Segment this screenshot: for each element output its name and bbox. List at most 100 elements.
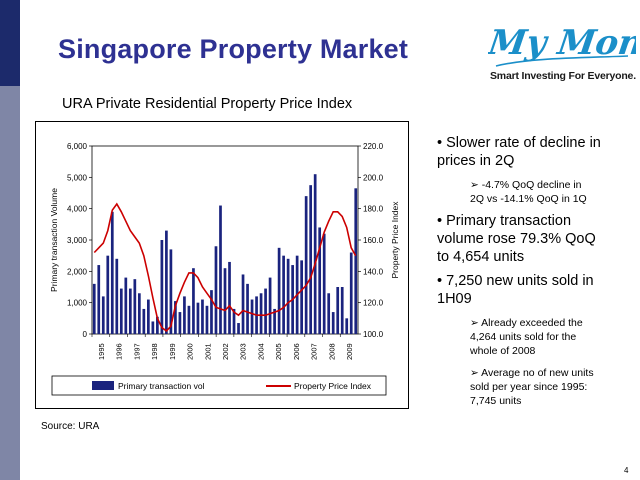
transaction-volume-bar: [318, 227, 322, 334]
transaction-volume-bar: [345, 318, 349, 334]
transaction-volume-bar: [304, 196, 308, 334]
sub-bullet-line: sold per year since 1995:: [470, 381, 588, 393]
x-tick-label: 1995: [97, 343, 106, 360]
transaction-volume-bar: [201, 299, 204, 334]
sub-bullet-line: 7,745 units: [470, 395, 522, 407]
transaction-volume-bar: [192, 268, 195, 334]
slide-title: Singapore Property Market: [58, 34, 409, 64]
transaction-volume-bar: [241, 274, 245, 334]
bullet-line: to 4,654 units: [437, 249, 525, 265]
transaction-volume-bar: [228, 261, 231, 334]
transaction-volume-bar: [354, 188, 358, 334]
bullet-line: • Primary transaction: [437, 213, 572, 229]
transaction-volume-bar: [264, 288, 267, 334]
legend-bar-swatch: [92, 381, 114, 390]
y-right-tick-label: 160.0: [363, 236, 384, 245]
bullet-list: • Slower rate of decline in prices in 2Q ➢…: [437, 134, 637, 414]
transaction-volume-bar: [156, 316, 159, 334]
x-tick-label: 2003: [239, 343, 248, 360]
x-tick-label: 1997: [132, 343, 141, 360]
bullet-line: prices in 2Q: [437, 153, 515, 169]
x-tick-label: 2000: [186, 343, 195, 360]
sub-bullet-item: ➢ -4.7% QoQ decline in 2Q vs -14.1% QoQ i…: [437, 178, 637, 206]
y-left-tick-label: 1,000: [67, 299, 88, 308]
x-tick-label: 2004: [256, 343, 265, 360]
transaction-volume-bar: [322, 233, 326, 334]
sub-bullet-line: 2Q vs -14.1% QoQ in 1Q: [470, 193, 587, 205]
sub-bullet-line: ➢ Average no of new units: [470, 367, 594, 379]
legend-box: [51, 375, 387, 396]
price-index-line: [93, 202, 357, 332]
transaction-volume-bar: [277, 247, 281, 334]
transaction-volume-bar: [282, 255, 285, 334]
transaction-volume-bar: [223, 268, 227, 334]
legend-line-label: Property Price Index: [294, 381, 372, 391]
transaction-volume-bar: [336, 287, 340, 334]
transaction-volume-bar: [160, 240, 164, 334]
transaction-volume-bar: [268, 277, 272, 334]
transaction-volume-bar: [101, 296, 105, 334]
transaction-volume-bar: [97, 265, 101, 334]
logo-tagline: Smart Investing For Everyone.: [490, 70, 636, 82]
bullet-item: • 7,250 new units sold in 1H09 ➢ Already e…: [437, 272, 637, 408]
x-tick-label: 1996: [115, 343, 124, 360]
y-right-tick-label: 140.0: [363, 267, 384, 276]
transaction-volume-bar: [151, 321, 155, 334]
y-left-tick-label: 5,000: [67, 173, 88, 182]
transaction-volume-bar: [327, 293, 331, 334]
x-tick-label: 2009: [345, 343, 354, 360]
page-number: 4: [624, 466, 629, 475]
sub-bullet-line: ➢ -4.7% QoQ decline in: [470, 179, 582, 191]
y-right-tick-label: 200.0: [363, 173, 384, 182]
x-tick-label: 2001: [203, 343, 212, 360]
left-accent-bar-top: [0, 0, 20, 86]
transaction-volume-bar: [110, 211, 114, 334]
price-index-chart: 0 1,000 2,000 3,000 4,000 5,000 6,000 100.0 120.…: [49, 142, 400, 396]
sub-bullet-item: ➢ Already exceeded the 4,264 units sold f…: [437, 316, 637, 358]
left-accent-bar-bottom: [0, 86, 20, 480]
y-left-tick-label: 4,000: [67, 205, 88, 214]
transaction-volume-bar: [300, 260, 303, 334]
x-tick-label: 1999: [168, 343, 177, 360]
bullet-line: volume rose 79.3% QoQ: [437, 231, 596, 247]
my-money-logo: My Money: [488, 23, 636, 67]
bullet-line: 1H09: [437, 291, 472, 307]
transaction-volume-bar: [205, 305, 209, 334]
y-right-tick-label: 100.0: [363, 330, 384, 339]
transaction-volume-bar: [214, 246, 218, 334]
sub-bullet-line: ➢ Already exceeded the: [470, 317, 583, 329]
transaction-volume-bar: [340, 287, 344, 334]
transaction-volume-bar: [309, 185, 313, 334]
transaction-volume-bar: [174, 301, 177, 334]
x-tick-label: 1998: [150, 343, 159, 360]
transaction-volume-bar: [133, 279, 137, 334]
y-right-tick-label: 220.0: [363, 142, 384, 151]
transaction-volume-bar: [187, 305, 191, 334]
transaction-volume-bar: [246, 283, 249, 334]
x-tick-label: 2008: [327, 343, 336, 360]
transaction-volume-bar: [210, 290, 213, 334]
chart-heading: URA Private Residential Property Price I…: [62, 96, 353, 112]
transaction-volume-bar: [331, 312, 335, 334]
chart-frame: 0 1,000 2,000 3,000 4,000 5,000 6,000 100.0 120.…: [35, 121, 409, 409]
transaction-volume-bar: [92, 283, 96, 334]
transaction-volume-bar: [286, 258, 290, 334]
x-tick-label: 2002: [221, 343, 230, 360]
y-left-tick-label: 0: [83, 330, 88, 339]
bullet-item: • Primary transaction volume rose 79.3% Q…: [437, 212, 637, 266]
bullet-item: • Slower rate of decline in prices in 2Q ➢…: [437, 134, 637, 206]
transaction-volume-bar: [232, 308, 236, 334]
transaction-volume-bar: [165, 230, 168, 334]
x-tick-label: 2005: [274, 343, 283, 360]
bullet-line: • Slower rate of decline in: [437, 135, 601, 151]
transaction-volume-bar: [115, 258, 119, 334]
transaction-volume-bar: [273, 308, 276, 334]
transaction-volume-bar: [169, 249, 173, 334]
sub-bullet-item: ➢ Average no of new units sold per year s…: [437, 366, 637, 408]
transaction-volume-bar: [237, 323, 240, 334]
x-tick-label: 2006: [292, 343, 301, 360]
sub-bullet-line: whole of 2008: [470, 345, 536, 357]
logo-swash: [495, 55, 629, 67]
transaction-volume-bar: [147, 299, 150, 334]
y-left-tick-label: 3,000: [67, 236, 88, 245]
